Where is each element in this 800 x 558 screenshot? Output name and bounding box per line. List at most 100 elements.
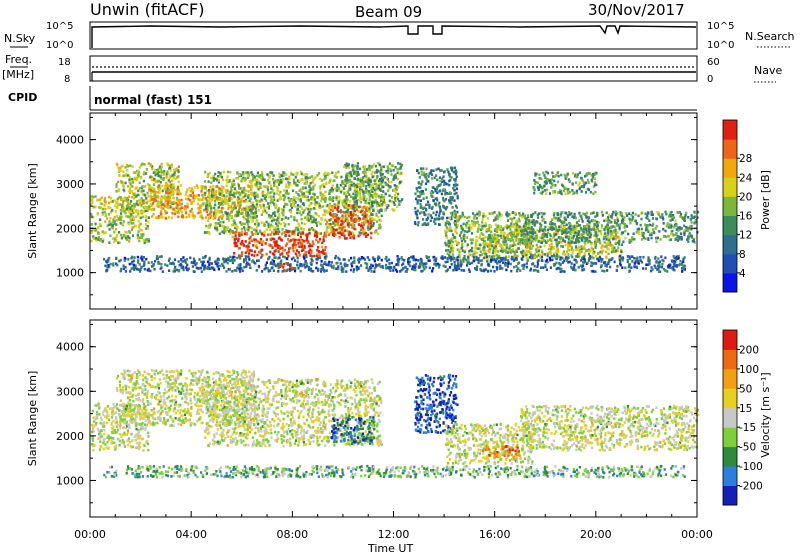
data-cell (247, 229, 249, 232)
data-cell (292, 202, 294, 205)
data-cell (315, 218, 317, 221)
data-cell (135, 186, 137, 189)
data-cell (397, 168, 399, 171)
data-cell (575, 217, 577, 220)
data-cell (465, 223, 467, 226)
data-cell (530, 254, 532, 257)
data-cell (279, 176, 281, 179)
data-cell (400, 172, 402, 175)
data-cell (675, 233, 677, 236)
data-cell (610, 227, 612, 230)
data-cell (258, 251, 260, 254)
data-cell (587, 232, 589, 235)
data-cell (454, 185, 456, 188)
data-cell (232, 236, 234, 239)
data-cell (555, 226, 557, 229)
data-cell (495, 239, 497, 242)
data-cell (207, 219, 209, 222)
data-cell (128, 230, 130, 233)
data-cell (236, 171, 238, 174)
data-cell (135, 215, 137, 218)
data-cell (495, 242, 497, 245)
data-cell (566, 224, 568, 227)
data-cell (255, 199, 257, 202)
data-cell (661, 213, 663, 216)
data-cell (128, 240, 130, 243)
data-cell (434, 223, 436, 226)
data-cell (220, 221, 222, 224)
data-cell (526, 257, 528, 260)
data-cell (308, 219, 310, 222)
data-cell (297, 204, 299, 207)
data-cell (617, 247, 619, 250)
data-cell (190, 202, 192, 205)
data-cell (546, 189, 548, 192)
data-cell (244, 223, 246, 226)
data-cell (588, 216, 590, 219)
data-cell (610, 232, 612, 235)
data-cell (316, 235, 318, 238)
data-cell (145, 172, 147, 175)
data-cell (614, 219, 616, 222)
data-cell (308, 199, 310, 202)
data-cell (115, 185, 117, 188)
data-cell (235, 192, 237, 195)
data-cell (130, 180, 132, 183)
data-cell (416, 187, 418, 190)
data-cell (519, 243, 521, 246)
data-cell (626, 225, 628, 228)
data-cell (645, 217, 647, 220)
data-cell (115, 210, 117, 213)
data-cell (283, 222, 285, 225)
data-cell (534, 224, 536, 227)
data-cell (111, 209, 113, 212)
data-cell (461, 227, 463, 230)
data-cell (338, 187, 340, 190)
data-cell (218, 216, 220, 219)
data-cell (120, 219, 122, 222)
data-cell (584, 252, 586, 255)
data-cell (268, 244, 270, 247)
data-cell (644, 224, 646, 227)
data-cell (496, 229, 498, 232)
data-cell (271, 238, 273, 241)
data-cell (375, 188, 377, 191)
data-cell (201, 188, 203, 191)
data-cell (482, 238, 484, 241)
nsky-strip: N.Sky 10^5 10^0 10^5 10^0 N.Search (4, 21, 795, 51)
data-cell (358, 206, 360, 209)
data-cell (243, 226, 245, 229)
data-cell (519, 214, 521, 217)
data-cell (368, 202, 370, 205)
data-cell (200, 214, 202, 217)
data-cell (296, 219, 298, 222)
data-cell (137, 203, 139, 206)
data-cell (121, 237, 123, 240)
data-cell (269, 175, 271, 178)
data-cell (330, 223, 332, 226)
data-cell (250, 212, 252, 215)
data-cell (431, 173, 433, 176)
freq-tick-top: 18 (58, 57, 71, 68)
data-cell (241, 241, 243, 244)
data-cell (522, 242, 524, 245)
data-cell (387, 190, 389, 193)
data-cell (181, 211, 183, 214)
data-cell (530, 247, 532, 250)
data-cell (425, 188, 427, 191)
data-cell (572, 251, 574, 254)
data-cell (160, 175, 162, 178)
data-cell (321, 218, 323, 221)
data-cell (612, 211, 614, 214)
data-cell (390, 181, 392, 184)
data-cell (290, 211, 292, 214)
data-cell (351, 226, 353, 229)
data-cell (298, 245, 300, 248)
data-cell (370, 194, 372, 197)
data-cell (295, 176, 297, 179)
data-cell (273, 174, 275, 177)
data-cell (314, 193, 316, 196)
data-cell (690, 218, 692, 221)
data-cell (274, 250, 276, 253)
data-cell (621, 215, 623, 218)
